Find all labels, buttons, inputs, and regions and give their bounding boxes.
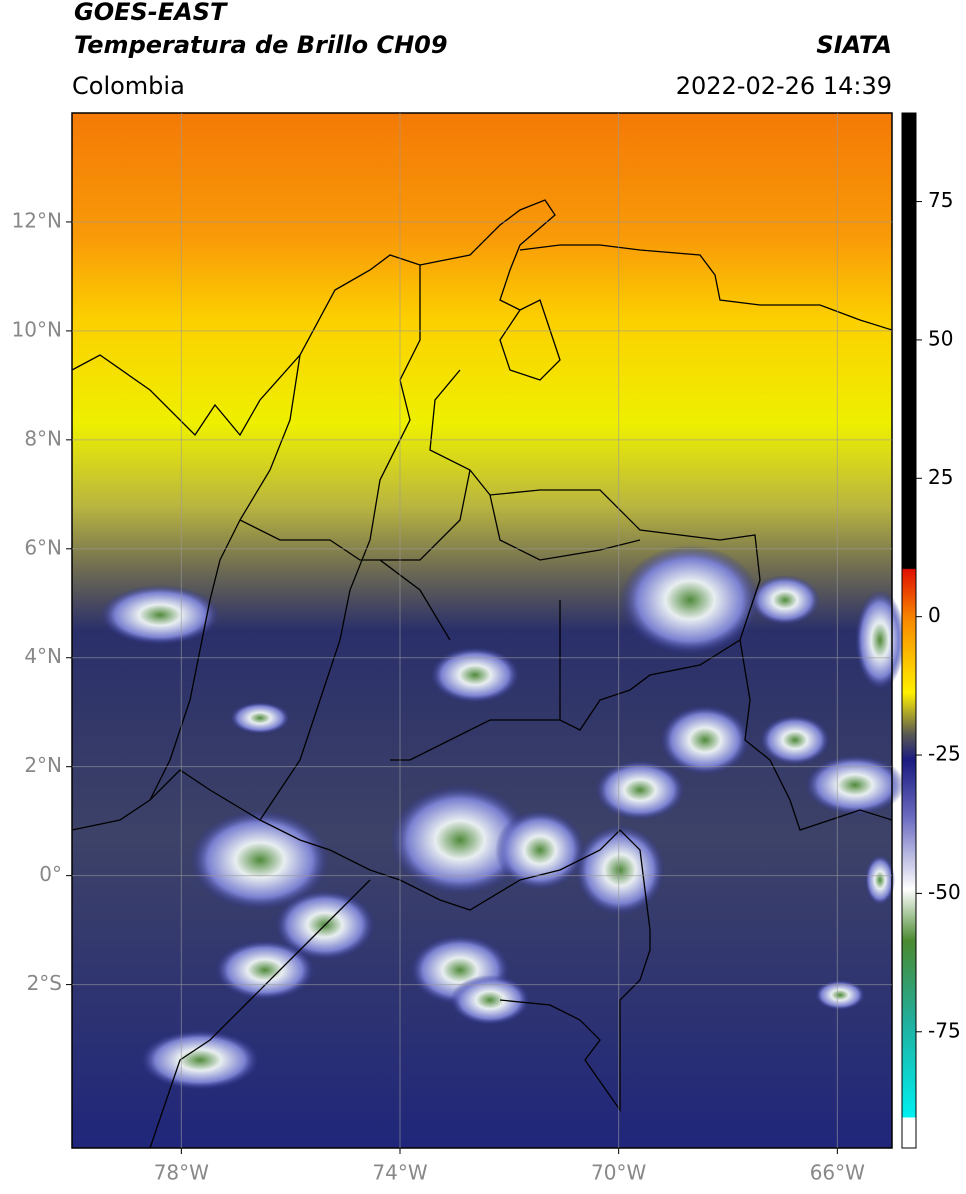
colorbar-tick-label: 50 [928, 326, 953, 350]
lon-tick-label: 74°W [372, 1161, 427, 1185]
map-frame [71, 112, 893, 1149]
title-line1: GOES-EAST [74, 0, 228, 26]
source: SIATA [816, 31, 892, 59]
clouds [100, 545, 905, 1090]
colorbar-tick-label: -25 [928, 742, 961, 766]
lat-tick-label: 8°N [24, 426, 62, 450]
lon-tick-label: 66°W [810, 1161, 865, 1185]
lat-tick-label: 2°N [24, 753, 62, 777]
map [71, 112, 905, 1149]
colorbar-tick-label: 25 [928, 465, 953, 489]
colorbar-tick-label: -75 [928, 1018, 961, 1042]
lon-tick-label: 70°W [591, 1161, 646, 1185]
colorbar-tick-label: 75 [928, 188, 953, 212]
colorbar-tick-label: -50 [928, 880, 961, 904]
colorbar [901, 112, 917, 1149]
colorbar-tick-label: 0 [928, 603, 941, 627]
lat-tick-label: 0° [39, 862, 62, 886]
lat-tick-label: 10°N [12, 317, 62, 341]
title-line2: Temperatura de Brillo CH09 [74, 31, 448, 59]
lat-tick-label: 4°N [24, 644, 62, 668]
lat-tick-label: 12°N [12, 208, 62, 232]
lat-tick-label: 2°S [27, 971, 62, 995]
lon-tick-label: 78°W [154, 1161, 209, 1185]
timestamp: 2022-02-26 14:39 [676, 72, 892, 100]
lat-tick-label: 6°N [24, 535, 62, 559]
region: Colombia [72, 72, 185, 100]
